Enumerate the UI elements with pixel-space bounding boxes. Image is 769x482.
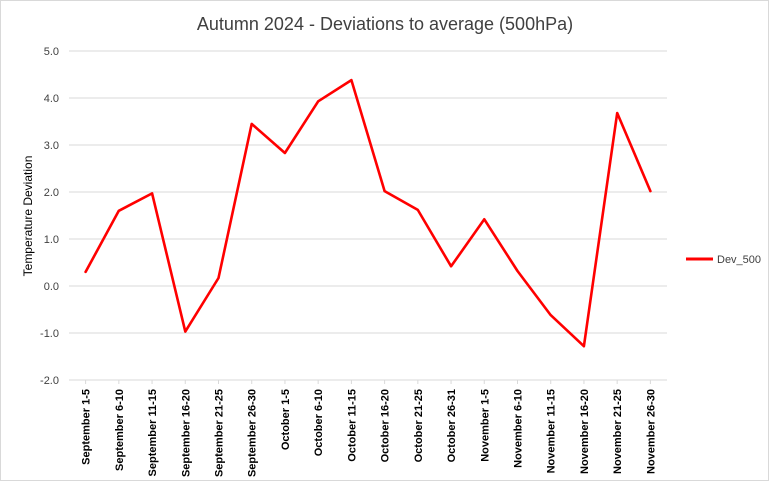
- x-tick-label: November 21-25: [612, 389, 624, 474]
- y-tick-label: 5.0: [44, 46, 59, 58]
- y-tick-label: 4.0: [44, 93, 59, 105]
- y-tick-label: -1.0: [40, 328, 59, 340]
- legend: Dev_500: [686, 254, 761, 266]
- y-tick-label: 0.0: [44, 281, 59, 293]
- x-tick-label: November 26-30: [645, 389, 657, 474]
- x-tick-label: September 16-20: [180, 389, 192, 477]
- series-layer: [84, 78, 652, 348]
- x-tick-label: September 11-15: [147, 389, 159, 476]
- x-tick-label: November 1-5: [479, 389, 491, 462]
- x-tick-label: November 16-20: [579, 389, 591, 474]
- y-tick-label: 1.0: [44, 234, 59, 246]
- y-axis-ticks: 5.0 4.0 3.0 2.0 1.0 0.0 -1.0 -2.0: [40, 46, 59, 387]
- x-tick-label: October 1-5: [280, 389, 292, 450]
- x-tick-label: October 26-31: [446, 389, 458, 462]
- x-tick-label: September 21-25: [214, 389, 226, 477]
- x-tick-label: September 6-10: [114, 389, 126, 471]
- x-tick-label: October 6-10: [313, 389, 325, 456]
- y-tick-label: 3.0: [44, 140, 59, 152]
- y-tick-label: -2.0: [40, 375, 59, 387]
- gridlines: [69, 50, 667, 381]
- x-tick-label: November 6-10: [513, 389, 525, 468]
- x-tick-label: October 11-15: [346, 389, 358, 462]
- chart-title: Autumn 2024 - Deviations to average (500…: [197, 14, 573, 34]
- x-axis-categories: September 1-5 September 6-10 September 11-…: [81, 380, 657, 477]
- x-tick-label: October 21-25: [413, 389, 425, 462]
- y-tick-label: 2.0: [44, 187, 59, 199]
- legend-label-dev-500: Dev_500: [717, 254, 761, 266]
- x-tick-label: November 11-15: [546, 389, 558, 473]
- x-tick-label: October 16-20: [380, 389, 392, 462]
- x-tick-label: September 1-5: [81, 389, 93, 465]
- y-axis-label: Temperature Deviation: [21, 156, 35, 277]
- series-line-dev-500: [84, 78, 652, 348]
- x-tick-label: September 26-30: [247, 389, 259, 477]
